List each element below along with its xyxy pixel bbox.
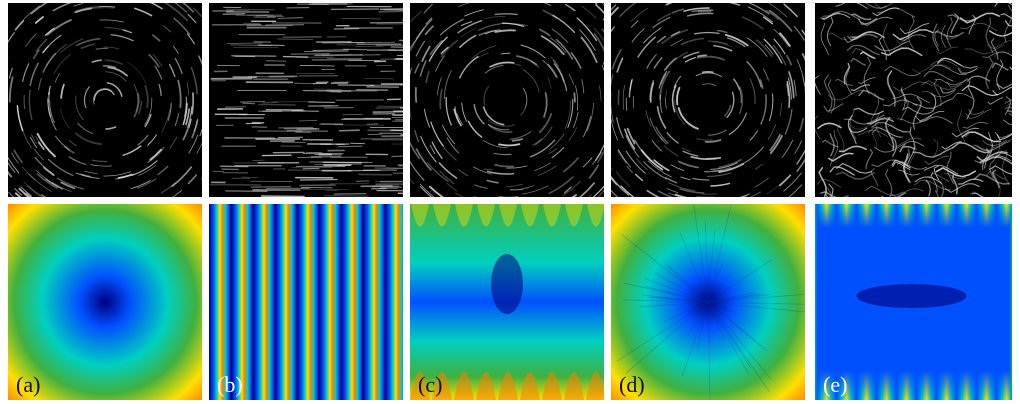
heat-panel-c: (c) [410,204,604,400]
heat-panel-d: (d) [611,204,805,400]
lic-panel-b [209,3,403,197]
heat-a-svg [8,204,202,400]
lic-e-svg [815,3,1012,197]
heat-d-svg [611,204,805,400]
lic-b-svg [209,3,403,197]
lic-panel-d [611,3,805,197]
panel-label-c: (c) [418,372,443,397]
heat-panel-a: (a) [8,204,202,400]
heat-e-svg [816,204,1011,400]
lic-panel-e [815,3,1012,197]
lic-a-svg [8,3,202,197]
panel-label-a: (a) [16,372,41,397]
panel-label-e: (e) [823,372,848,397]
lic-d-svg [611,3,805,197]
heat-panel-e: (e) [815,204,1012,400]
lic-panel-a [8,3,202,197]
heat-panel-b: (b) [209,204,403,400]
lic-panel-c [410,3,604,197]
heat-c-svg [410,204,604,400]
panel-label-b: (b) [217,372,243,397]
panel-label-d: (d) [619,372,645,397]
lic-c-svg [410,3,604,197]
heat-b-svg [209,204,403,400]
